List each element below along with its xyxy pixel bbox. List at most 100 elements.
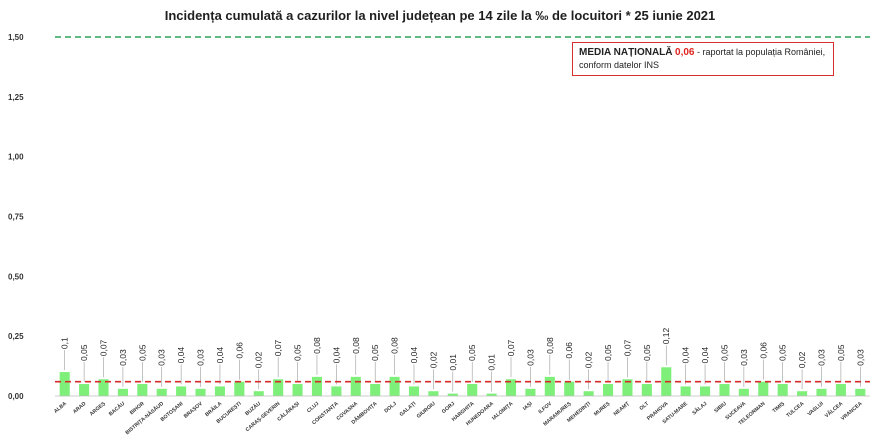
bar [214,386,225,396]
data-label: 0,02 [254,351,264,368]
y-tick-label: 1,50 [8,33,24,42]
bar [253,391,264,396]
data-label: 0,07 [622,339,632,356]
data-label: 0,04 [700,347,710,364]
bar [273,379,284,396]
data-label: 0,04 [176,347,186,364]
data-label: 0,08 [312,337,322,354]
data-label: 0,05 [642,344,652,361]
data-label: 0,05 [719,344,729,361]
bar [117,388,128,396]
x-tick-label: VASLUI [807,401,826,418]
bar [738,388,749,396]
data-label: 0,07 [273,339,283,356]
x-tick-label: IALOMIȚA [491,401,514,422]
bar [797,391,808,396]
bar [98,379,109,396]
bar [59,372,70,396]
bar [156,388,167,396]
data-label: 0,03 [118,349,128,366]
data-label: 0,03 [739,349,749,366]
data-label: 0,03 [196,349,206,366]
data-label: 0,02 [428,351,438,368]
y-tick-label: 0,25 [8,332,24,341]
data-label: 0,05 [137,344,147,361]
x-tick-label: VRANCEA [840,401,864,422]
bar [855,388,866,396]
bar [505,379,517,396]
bar [234,381,245,396]
data-label: 0,1 [60,337,70,349]
x-tick-label: MUREȘ [593,401,612,418]
x-tick-label: CARAȘ-SEVERIN [245,401,282,433]
data-label: 0,04 [409,347,419,364]
data-label: 0,06 [234,342,244,359]
x-tick-label: SĂLAJ [691,400,709,416]
x-tick-label: TIMIȘ [772,401,787,415]
bar [544,376,555,396]
bar [564,381,575,396]
data-label: 0,04 [681,347,691,364]
x-tick-label: ILFOV [538,401,554,416]
data-label: 0,05 [836,344,846,361]
bar [370,384,381,396]
x-tick-label: BACĂU [107,400,126,418]
data-label: 0,07 [99,339,109,356]
bar [758,381,769,396]
x-tick-label: CLUJ [306,401,320,414]
bar [447,393,458,396]
bar [350,376,361,396]
bar [195,388,206,396]
x-tick-label: GIURGIU [416,401,437,420]
data-label: 0,01 [448,354,458,371]
x-tick-label: BUZĂU [244,400,263,417]
legend-dash: - [694,47,703,57]
x-tick-label: BRAȘOV [183,401,204,420]
bar [641,384,652,396]
bar [428,391,439,396]
x-tick-label: GORJ [441,401,456,415]
data-label: 0,08 [351,337,361,354]
bar [137,384,148,396]
data-label: 0,08 [390,337,400,354]
data-label: 0,03 [816,349,826,366]
bar [408,386,420,396]
data-label: 0,03 [525,349,535,366]
data-label: 0,06 [564,342,574,359]
y-tick-label: 0,50 [8,272,24,281]
bar [176,386,187,396]
x-tick-label: ARAD [72,401,88,415]
bar [486,393,497,396]
bar [680,386,691,396]
x-tick-label: ALBA [53,401,68,415]
x-tick-label: NEAMȚ [613,400,632,417]
bar [467,384,478,396]
x-tick-label: BIHOR [129,401,146,417]
data-label: 0,05 [467,344,477,361]
data-label: 0,05 [370,344,380,361]
x-tick-label: SIBIU [713,401,728,415]
bar [622,379,633,396]
bar [835,384,846,396]
bar [311,376,323,396]
data-label: 0,05 [293,344,303,361]
bar [602,384,614,396]
data-label: 0,02 [584,351,594,368]
x-tick-label: ARGEȘ [89,401,107,418]
data-label: 0,05 [79,344,89,361]
data-label: 0,02 [797,351,807,368]
x-tick-label: CĂLĂRAȘI [276,400,301,423]
x-tick-label: OLT [639,400,651,412]
chart-title: Incidența cumulată a cazurilor la nivel … [164,8,716,23]
bar [525,388,536,396]
y-tick-label: 0,75 [8,213,24,222]
data-label: 0,04 [331,347,341,364]
y-tick-label: 1,00 [8,153,24,162]
bar [79,384,90,396]
bar [331,386,342,396]
data-label: 0,04 [215,347,225,364]
data-label: 0,05 [778,344,788,361]
data-label: 0,03 [855,349,865,366]
